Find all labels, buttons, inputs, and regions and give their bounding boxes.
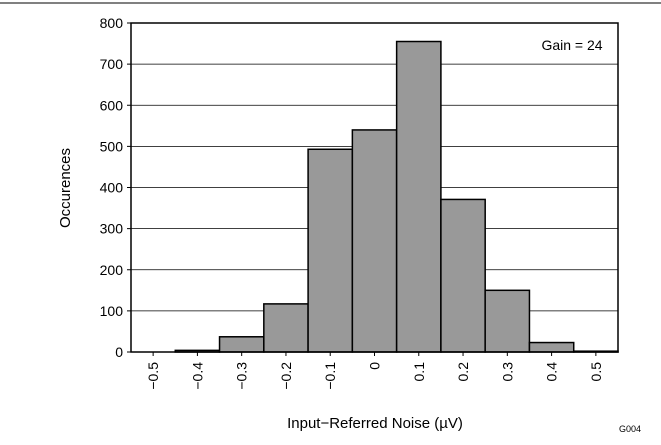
y-tick-label: 0 [115,344,123,360]
bar [528,341,575,353]
bar [351,129,398,353]
y-tick-label: 100 [100,303,124,319]
x-axis-title: Input−Referred Noise (µV) [287,415,463,432]
y-tick-labels: 0 100 200 300 400 500 600 700 800 [100,15,131,360]
bar [484,289,531,353]
x-tick-label: −0.2 [278,362,294,390]
y-tick-label: 500 [100,138,124,154]
x-tick-label: 0.1 [411,362,427,382]
bar [440,198,486,353]
bars [174,40,619,353]
bar [395,40,442,353]
y-tick-label: 700 [100,56,124,72]
y-tick-label: 200 [100,262,124,278]
x-tick-label: 0.5 [588,362,604,382]
x-tick-label: 0.2 [455,362,471,382]
figure-code: G004 [619,424,641,434]
gain-annotation: Gain = 24 [541,37,602,53]
x-tick-label: −0.3 [234,362,250,390]
y-tick-label: 600 [100,97,124,113]
bar [263,303,309,353]
x-tick-label: 0 [367,362,383,370]
x-tick-label: 0.3 [499,362,515,382]
y-axis-title: Occurences [57,148,74,228]
x-tick-label: 0.4 [544,362,560,382]
y-tick-label: 300 [100,221,124,237]
bar [307,148,354,353]
x-tick-labels: −0.5 −0.4 −0.3 −0.2 −0.1 0 0.1 0.2 0.3 0.4 0.5 [145,352,604,390]
annotation-background [520,33,612,57]
y-tick-label: 800 [100,15,124,31]
x-tick-label: −0.1 [322,362,338,390]
x-tick-label: −0.5 [145,362,161,390]
bar [218,336,265,353]
y-tick-label: 400 [100,180,124,196]
x-tick-label: −0.4 [189,362,205,390]
